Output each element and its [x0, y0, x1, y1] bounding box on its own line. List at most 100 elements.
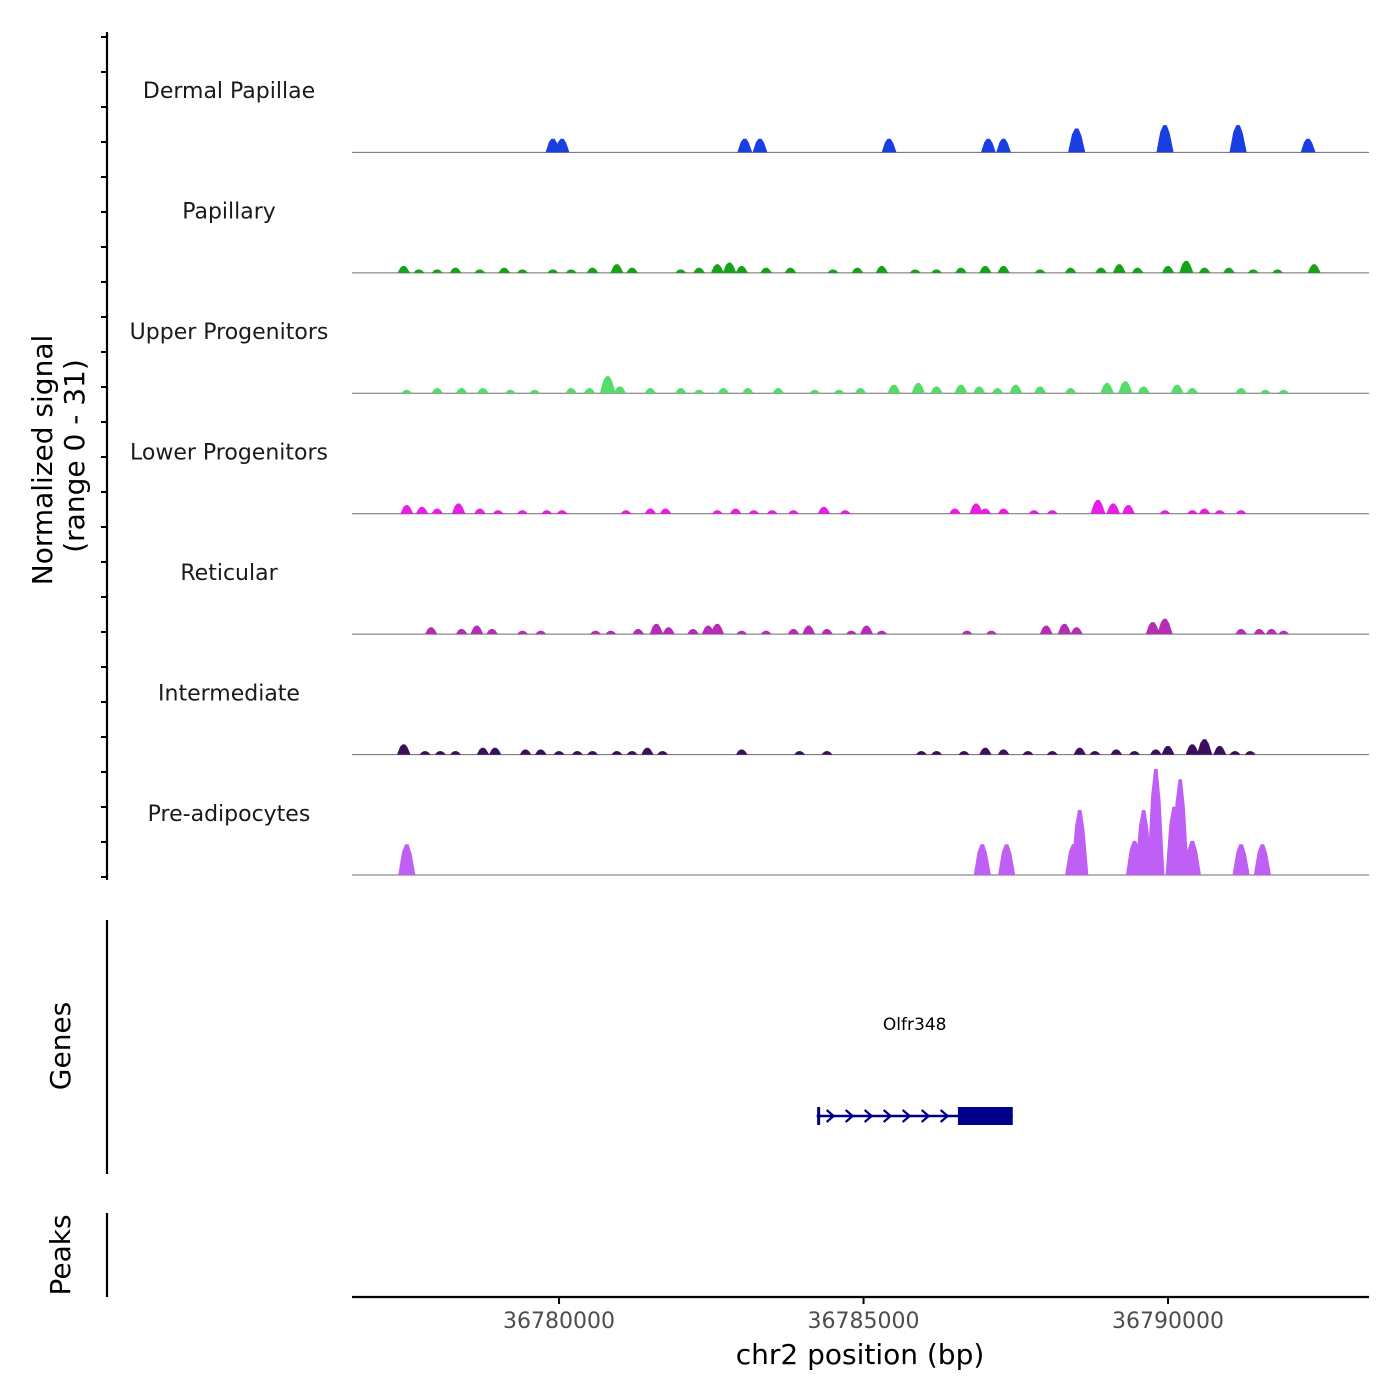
signal-peak — [1064, 267, 1077, 273]
signal-peak — [397, 266, 410, 273]
signal-peak — [760, 267, 773, 273]
signal-peak — [434, 751, 446, 755]
signal-peak — [845, 630, 857, 635]
signal-peak — [693, 389, 705, 394]
signal-peak — [556, 510, 568, 514]
signal-peak — [954, 384, 968, 394]
signal-peak — [693, 267, 706, 273]
signal-peak — [1161, 746, 1175, 755]
signal-peak — [710, 264, 724, 273]
signal-peak — [431, 269, 443, 273]
signal-peak — [1064, 388, 1077, 394]
signal-peak — [486, 629, 498, 635]
signal-peak — [737, 138, 753, 153]
signal-peak — [881, 138, 897, 153]
signal-peak — [997, 508, 1010, 514]
peaks-section-label: Peaks — [44, 1214, 77, 1295]
strand-arrow-icon — [844, 1109, 855, 1123]
signal-peak — [1009, 384, 1023, 394]
signal-peak — [958, 751, 970, 755]
signal-peak — [504, 389, 516, 394]
signal-peak — [424, 627, 438, 635]
signal-peak — [477, 388, 489, 394]
signal-peak — [809, 389, 821, 394]
signal-peak — [1185, 744, 1200, 755]
signal-peak — [1033, 386, 1047, 394]
signal-peak — [474, 269, 486, 273]
x-axis-title: chr2 position (bp) — [736, 1338, 985, 1371]
signal-peak — [979, 747, 992, 755]
signal-peak — [529, 389, 541, 394]
signal-peak — [996, 138, 1012, 153]
signal-peak — [565, 388, 578, 394]
strand-arrow-icon — [882, 1109, 893, 1123]
signal-peak — [1235, 388, 1248, 394]
signal-peak — [1145, 622, 1160, 635]
signal-peak — [419, 751, 431, 755]
signal-peak — [431, 388, 444, 394]
signal-peak — [659, 508, 672, 514]
signal-peak — [1213, 746, 1227, 755]
genes-section-label: Genes — [44, 1002, 77, 1090]
signal-peak — [400, 505, 414, 514]
signal-peak — [662, 627, 675, 635]
signal-peak — [470, 625, 484, 635]
signal-peak — [748, 510, 760, 514]
signal-peak — [626, 267, 639, 273]
signal-peak — [1198, 508, 1211, 514]
signal-peak — [1022, 751, 1034, 755]
signal-peak — [1161, 266, 1175, 273]
signal-peak — [1070, 627, 1083, 635]
signal-peak — [1090, 500, 1106, 514]
signal-peak — [948, 508, 961, 514]
signal-peak — [413, 269, 425, 273]
signal-peak — [492, 510, 504, 514]
signal-peak — [599, 376, 616, 394]
signal-peak — [1300, 138, 1316, 153]
signal-peak — [488, 747, 502, 755]
signal-peak — [1137, 386, 1150, 394]
signal-peak — [589, 630, 602, 635]
signal-peak — [611, 751, 623, 755]
gene-olfr348: Olfr348 — [816, 1015, 1013, 1125]
signal-peak — [997, 266, 1010, 273]
signal-peak — [674, 388, 687, 394]
signal-peak — [1068, 128, 1086, 153]
signal-peak — [415, 506, 429, 514]
signal-peak — [586, 267, 599, 273]
signal-peak — [997, 749, 1010, 755]
y-axis-title-line1: Normalized signal — [26, 335, 59, 586]
track-label: Intermediate — [158, 681, 300, 706]
signal-peak — [821, 629, 833, 635]
signal-peak — [1214, 510, 1226, 514]
signal-peak — [605, 630, 617, 635]
signal-peak — [860, 625, 874, 635]
signal-peak — [931, 269, 943, 273]
signal-peak — [1183, 840, 1201, 875]
signal-peak — [1110, 749, 1123, 755]
signal-peak — [772, 388, 785, 394]
coverage-tracks: Dermal Papillae Papillary Upper Progenitor… — [130, 79, 1369, 876]
signal-peak — [1179, 260, 1194, 273]
gene-track: Olfr348 — [816, 1015, 1013, 1125]
signal-peak — [586, 751, 599, 755]
strand-arrow-icon — [863, 1109, 874, 1123]
signal-peak — [851, 267, 864, 273]
signal-peak — [1253, 844, 1272, 875]
gene-label: Olfr348 — [883, 1015, 947, 1035]
signal-peak — [1149, 749, 1162, 755]
signal-peak — [794, 751, 806, 755]
signal-peak — [1073, 747, 1086, 755]
signal-peak — [1229, 751, 1241, 755]
signal-peak — [717, 388, 730, 394]
strand-arrow-icon — [825, 1109, 836, 1123]
signal-peak — [710, 623, 725, 635]
signal-peak — [787, 629, 800, 635]
track-label: Upper Progenitors — [130, 320, 329, 345]
signal-peak — [1128, 751, 1141, 755]
signal-peak — [431, 508, 444, 514]
signal-peak — [979, 508, 992, 514]
track-label: Reticular — [180, 561, 278, 586]
signal-peak — [802, 625, 816, 635]
x-tick-label: 36785000 — [808, 1309, 920, 1334]
